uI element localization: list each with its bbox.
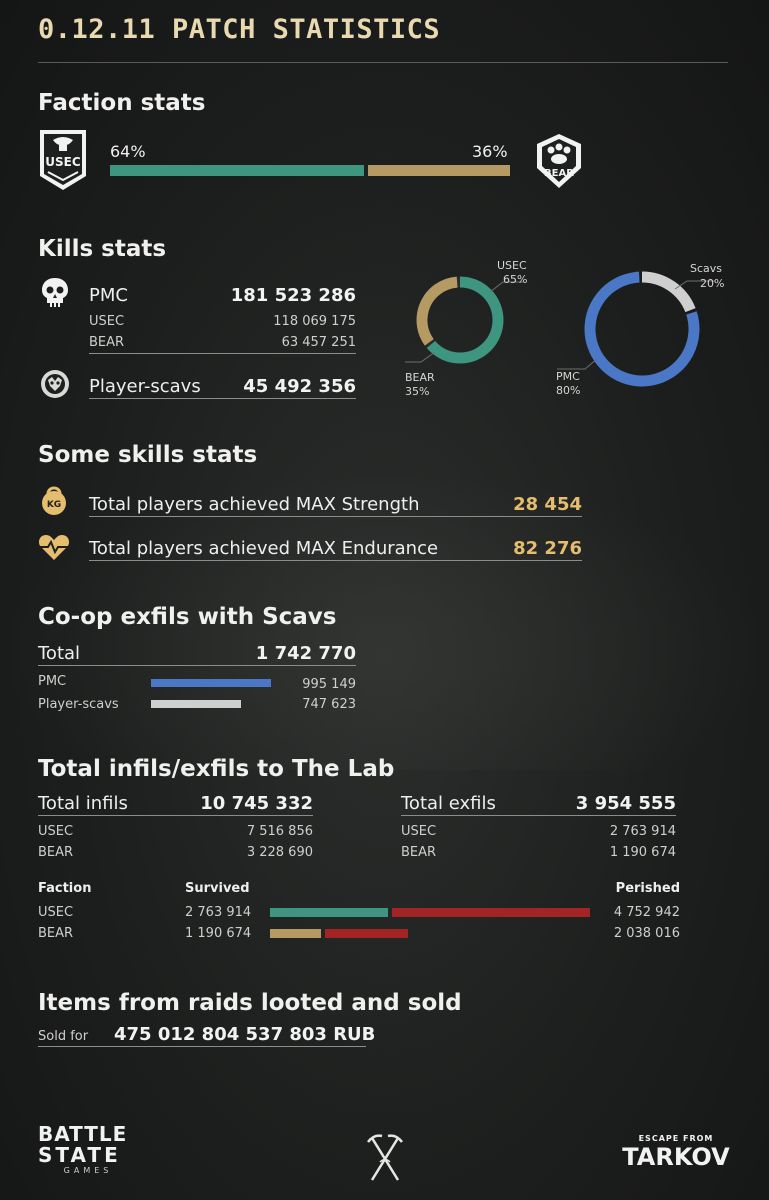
lab-row-faction: USEC xyxy=(38,905,74,920)
bear-logo: BEAR xyxy=(537,134,581,188)
kills-pmc-value: 181 523 286 xyxy=(230,285,356,306)
lab-heading: Total infils/exfils to The Lab xyxy=(38,756,395,782)
donut-pmc-slice xyxy=(584,271,700,387)
kills-scavs-underline xyxy=(89,398,356,399)
coop-scavs-label: Player-scavs xyxy=(38,697,119,712)
lab-exfils-bear-value: 1 190 674 xyxy=(609,845,676,860)
endurance-value: 82 276 xyxy=(513,538,582,559)
lab-infils-bear-label: BEAR xyxy=(38,845,74,860)
donut2-pmc-pct: 80% xyxy=(556,384,581,397)
coop-scavs-bar xyxy=(151,700,241,708)
kills-faction-donut-chart xyxy=(405,276,523,364)
donut1-bear-label: BEAR xyxy=(405,371,435,384)
items-heading: Items from raids looted and sold xyxy=(38,990,462,1016)
coop-pmc-label: PMC xyxy=(38,674,67,689)
kills-bear-value: 63 457 251 xyxy=(281,335,356,350)
donut1-bear-pct: 35% xyxy=(405,385,430,398)
kills-heading: Kills stats xyxy=(38,236,167,262)
donut2-pmc-label: PMC xyxy=(556,370,580,383)
coop-scavs-value: 747 623 xyxy=(302,697,356,712)
skull-icon xyxy=(42,278,68,307)
background-hill xyxy=(0,470,769,770)
lab-infils-usec-value: 7 516 856 xyxy=(246,824,313,839)
lab-usec-perished-bar xyxy=(392,908,590,917)
lab-infils-usec-label: USEC xyxy=(38,824,74,839)
lab-row-perished: 4 752 942 xyxy=(613,905,680,920)
title-divider xyxy=(38,62,728,63)
lab-row-survived: 1 190 674 xyxy=(185,926,252,941)
crossed-ice-axes-icon xyxy=(367,1134,403,1181)
donut-usec-slice xyxy=(416,276,504,364)
lab-exfils-underline xyxy=(401,815,676,816)
kills-divider xyxy=(89,353,356,354)
kills-bear-label: BEAR xyxy=(89,335,125,350)
lab-infils-bear-value: 3 228 690 xyxy=(246,845,313,860)
lab-col-faction: Faction xyxy=(38,881,92,896)
donut-scavs-slice xyxy=(584,271,700,387)
items-underline xyxy=(38,1046,366,1047)
lab-col-survived: Survived xyxy=(185,881,250,896)
lab-exfils-bear-label: BEAR xyxy=(401,845,437,860)
skills-heading: Some skills stats xyxy=(38,442,258,468)
usec-logo: USEC xyxy=(40,130,86,190)
svg-text:KG: KG xyxy=(47,500,61,510)
donut2-scavs-pct: 20% xyxy=(700,277,725,290)
kills-usec-value: 118 069 175 xyxy=(273,314,356,329)
heart-pulse-icon xyxy=(38,535,70,560)
strength-value: 28 454 xyxy=(513,494,582,515)
lab-exfils-value: 3 954 555 xyxy=(575,793,676,814)
battlestate-games-logo: BATTLE STATE GAMES xyxy=(38,1122,128,1176)
donut1-usec-label: USEC xyxy=(497,259,527,272)
kills-pmc-label: PMC xyxy=(89,285,128,306)
endurance-label: Total players achieved MAX Endurance xyxy=(89,538,439,559)
kettlebell-icon: KG xyxy=(42,486,66,515)
svg-text:BEAR: BEAR xyxy=(544,168,574,179)
donut1-usec-pct: 65% xyxy=(503,273,528,286)
kills-type-donut-chart xyxy=(557,271,715,387)
items-sold-value: 475 012 804 537 803 RUB xyxy=(114,1024,376,1045)
faction-heading: Faction stats xyxy=(38,90,206,116)
lab-bear-survived-bar xyxy=(270,929,321,938)
svg-text:USEC: USEC xyxy=(45,155,81,169)
lab-infils-underline xyxy=(38,815,313,816)
coop-total-underline xyxy=(38,665,356,666)
escape-from-tarkov-logo: ESCAPE FROM TARKOV xyxy=(622,1134,730,1171)
lab-exfils-usec-label: USEC xyxy=(401,824,437,839)
donut2-scavs-label: Scavs xyxy=(690,262,723,275)
coop-pmc-bar xyxy=(151,679,271,687)
lab-exfils-usec-value: 2 763 914 xyxy=(609,824,676,839)
coop-heading: Co-op exfils with Scavs xyxy=(38,604,337,630)
scav-icon xyxy=(41,370,69,398)
kills-usec-label: USEC xyxy=(89,314,125,329)
items-sold-label: Sold for xyxy=(38,1029,89,1044)
usec-percentage: 64% xyxy=(110,142,146,161)
lab-exfils-label: Total exfils xyxy=(401,793,496,814)
lab-bear-perished-bar xyxy=(325,929,408,938)
kills-scavs-label: Player-scavs xyxy=(89,376,201,397)
page-title: 0.12.11 PATCH STATISTICS xyxy=(38,14,441,45)
kills-scavs-value: 45 492 356 xyxy=(243,376,356,397)
lab-usec-survived-bar xyxy=(270,908,388,917)
coop-total-value: 1 742 770 xyxy=(255,643,356,664)
lab-infils-value: 10 745 332 xyxy=(200,793,313,814)
lab-row-perished: 2 038 016 xyxy=(613,926,680,941)
strength-underline xyxy=(89,516,582,517)
endurance-underline xyxy=(89,560,582,561)
lab-col-perished: Perished xyxy=(615,881,680,896)
lab-row-survived: 2 763 914 xyxy=(185,905,252,920)
bear-faction-bar xyxy=(368,165,510,176)
coop-pmc-value: 995 149 xyxy=(302,677,356,692)
strength-label: Total players achieved MAX Strength xyxy=(89,494,420,515)
coop-total-label: Total xyxy=(38,643,81,664)
lab-infils-label: Total infils xyxy=(38,793,128,814)
lab-row-faction: BEAR xyxy=(38,926,74,941)
usec-faction-bar xyxy=(110,165,364,176)
bear-percentage: 36% xyxy=(472,142,508,161)
